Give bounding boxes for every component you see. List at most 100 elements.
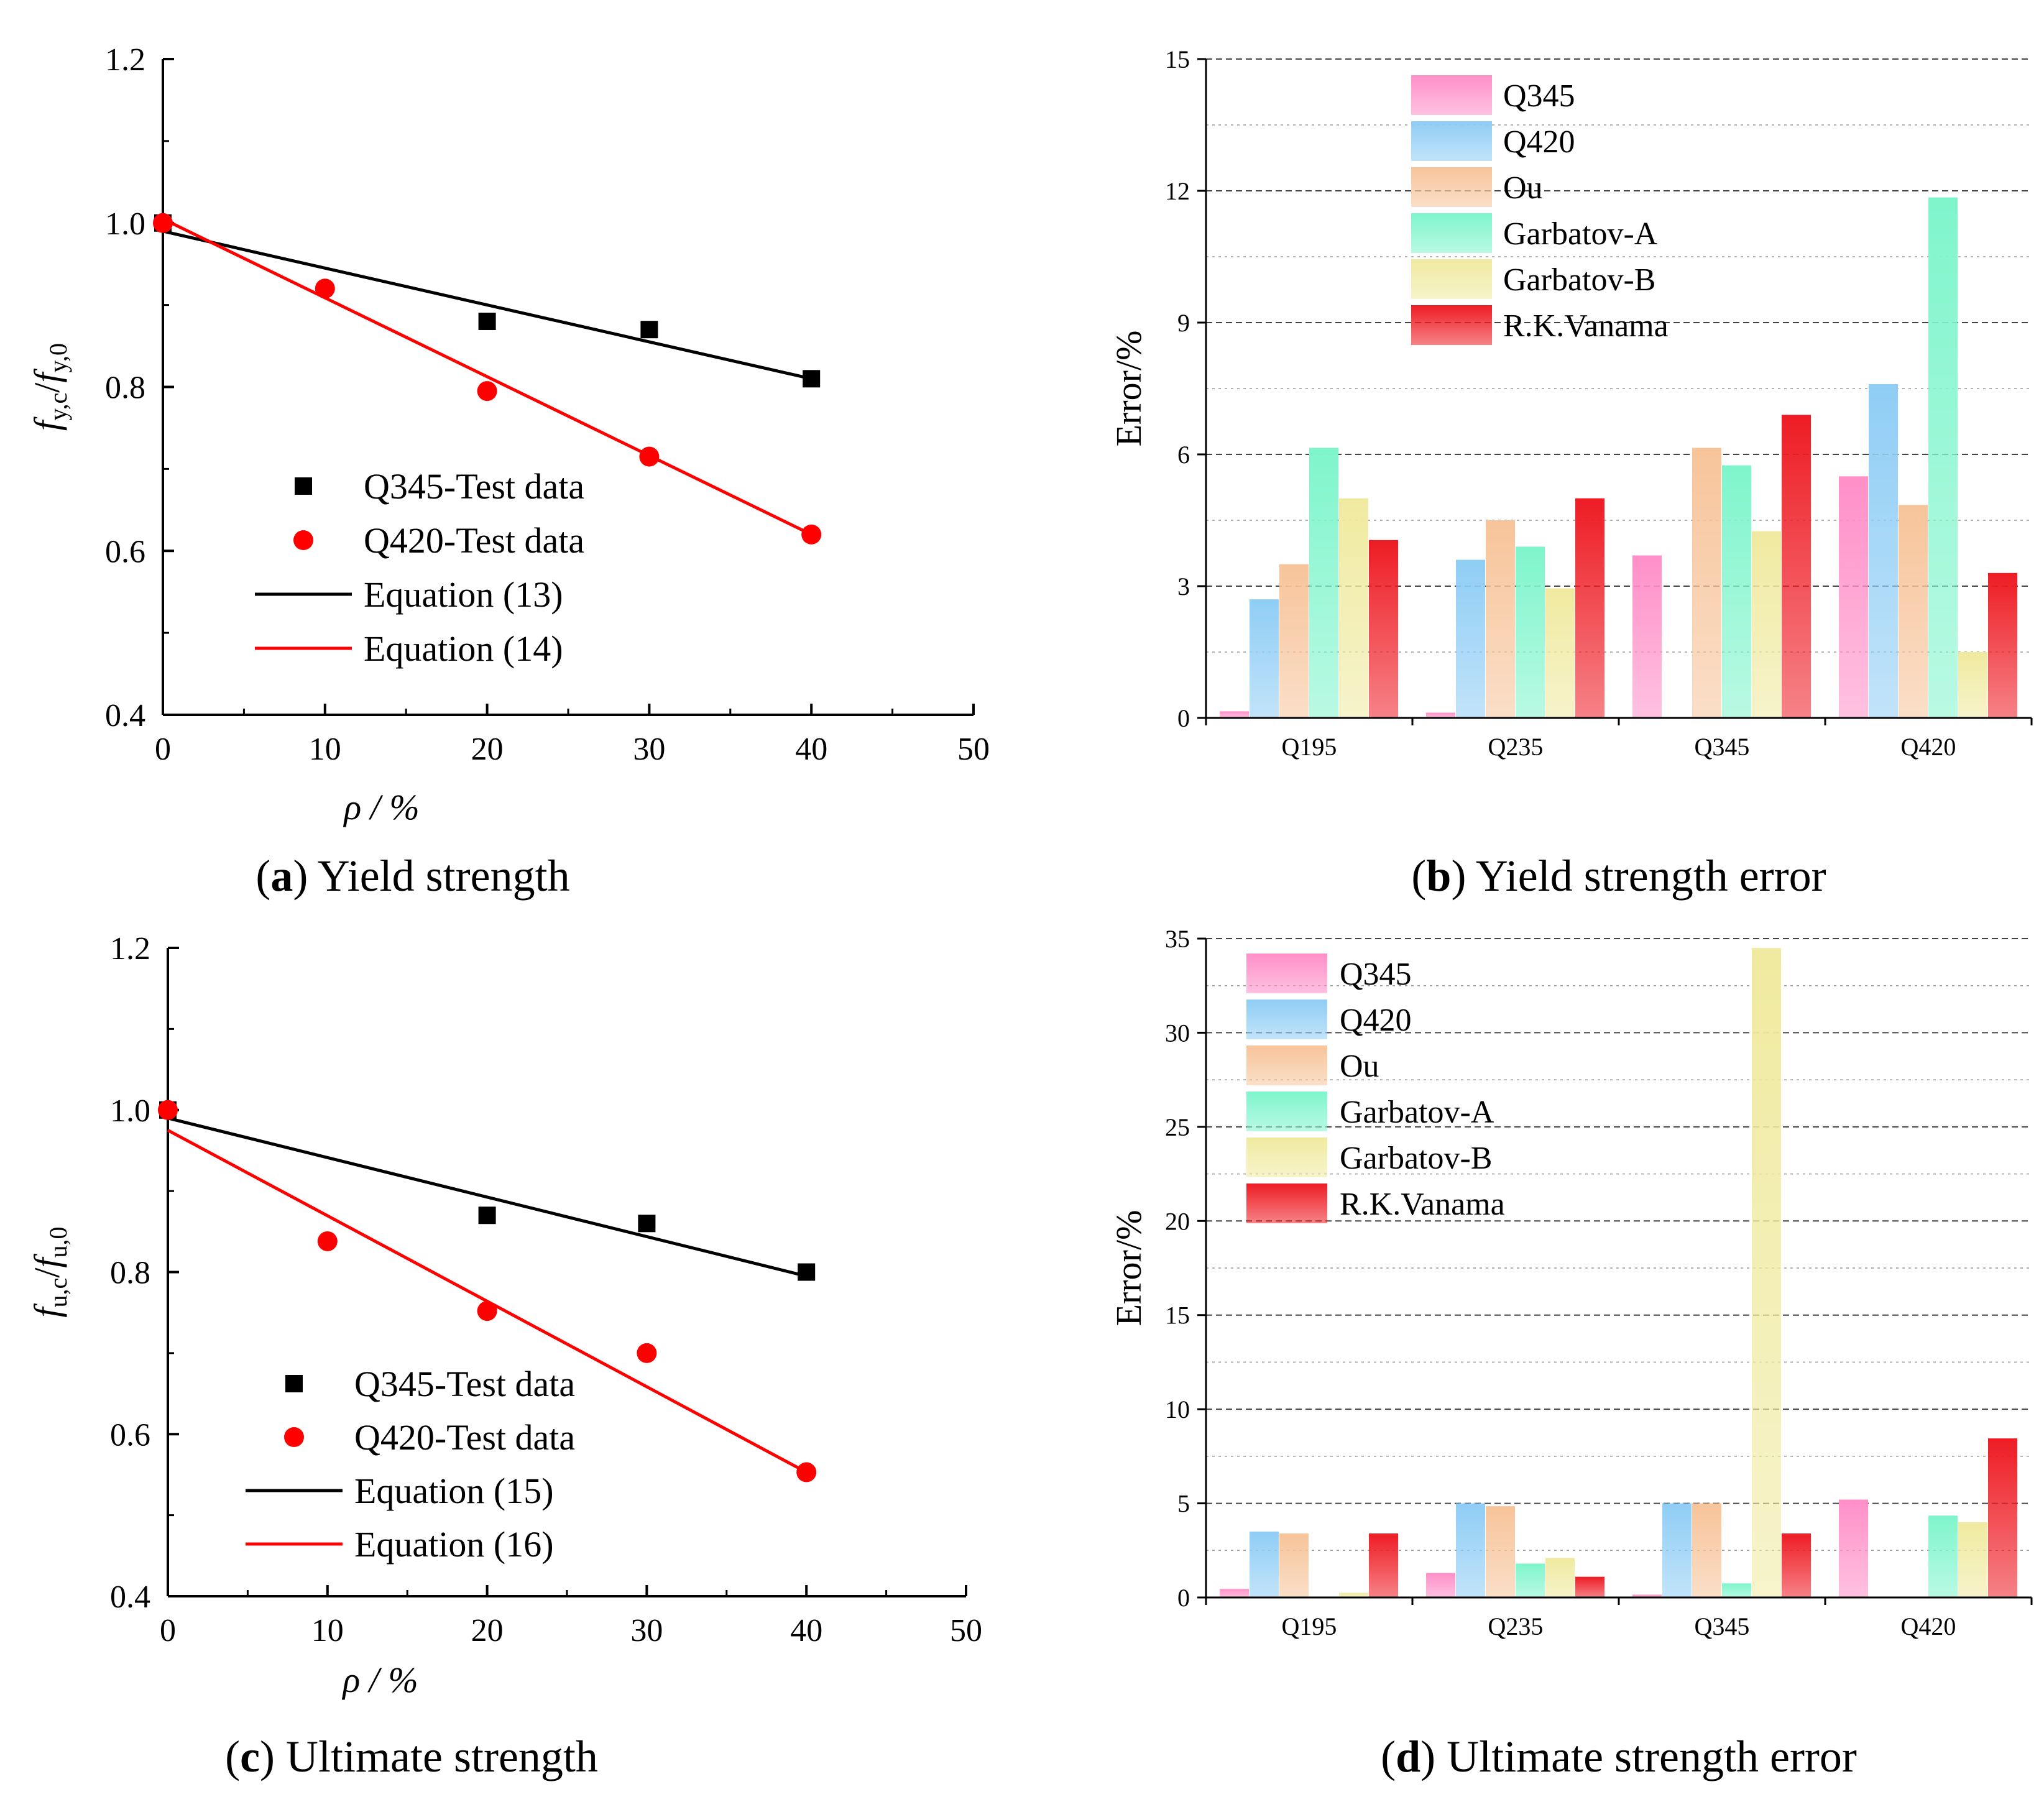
bar-garbatov-b (1752, 531, 1781, 718)
legend-swatch (1411, 75, 1492, 115)
y-tick-label: 12 (1165, 177, 1190, 205)
caption-close-paren: ) (260, 1732, 275, 1781)
legend-label: Q345 (1503, 78, 1575, 114)
bar-q420 (1662, 1503, 1692, 1597)
y-tick-label: 1.2 (105, 42, 145, 78)
caption-letter: b (1426, 851, 1451, 901)
legend-swatch (1411, 259, 1492, 299)
y-tick-label: 30 (1165, 1019, 1190, 1047)
bar-q420 (1250, 1532, 1279, 1597)
x-tick-label: Q195 (1282, 1612, 1337, 1640)
legend-label: R.K.Vanama (1503, 308, 1669, 344)
caption-open-paren: ( (1411, 851, 1426, 901)
panel-b-yield-strength-error: 0 3 6 9 12 15 Q195 Q235 Q345 Q420 Error/% Q345 Q420 O… (1108, 45, 2033, 901)
legend-marker-circle (293, 530, 313, 550)
x-tick-label: 50 (950, 1613, 982, 1648)
x-tick-label: 30 (633, 732, 665, 767)
legend-marker-square (285, 1375, 303, 1392)
legend-marker-square (295, 477, 312, 495)
y-tick-label: 25 (1165, 1113, 1190, 1141)
x-tick-label: 30 (630, 1613, 663, 1648)
caption: (b) Yield strength error (1411, 851, 1826, 901)
legend-label: Q345 (1340, 957, 1412, 992)
y-tick-label: 15 (1165, 1302, 1190, 1330)
bar-garbatov-a (1309, 448, 1338, 718)
y-axis-title: Error/% (1108, 331, 1149, 447)
y-tick-label: 1.0 (105, 206, 145, 242)
x-tick-label: Q420 (1901, 1612, 1956, 1640)
y-tick-label: 0.6 (105, 534, 145, 569)
bar-q345 (1426, 1573, 1455, 1597)
y-tick-label: 0.6 (110, 1417, 150, 1453)
caption-close-paren: ) (1420, 1732, 1435, 1781)
legend-swatch (1246, 1092, 1327, 1131)
bar-q345 (1220, 711, 1249, 718)
caption: (d) Ultimate strength error (1381, 1732, 1857, 1781)
y-tick-label: 10 (1165, 1395, 1190, 1423)
bar-garbatov-a (1928, 1515, 1958, 1597)
equation-line-1 (162, 229, 812, 380)
y-tick-label: 5 (1177, 1490, 1190, 1518)
caption-letter: c (240, 1732, 260, 1781)
legend-label: Ou (1340, 1049, 1379, 1084)
x-tick-label: Q420 (1901, 733, 1956, 761)
bar-q345 (1426, 712, 1455, 718)
x-tick-label: 40 (790, 1613, 822, 1648)
equation-line-1 (167, 1116, 807, 1278)
bar-ou (1279, 1533, 1309, 1597)
bar-garbatov-a (1516, 546, 1545, 718)
legend-swatch (1246, 954, 1327, 993)
y-axis-title-part: / (27, 1267, 67, 1278)
legend: Q345-Test data Q420-Test data Equation (13… (255, 466, 584, 669)
bar-ou (1486, 1506, 1515, 1597)
data-point-square (478, 313, 496, 330)
bar-q345 (1220, 1589, 1249, 1597)
caption-letter: d (1396, 1732, 1420, 1781)
y-axis-title-part: y,0 (44, 343, 72, 372)
data-point-circle (796, 1462, 817, 1482)
bar-r-k-vanama (1782, 415, 1811, 718)
legend-label: Q420-Test data (364, 520, 584, 561)
caption: (a) Yield strength (255, 851, 569, 901)
panel-c-ultimate-strength: 0.4 0.6 0.8 1.0 1.2 0 10 20 30 40 50 fu,c/fu,0 ρ / %… (27, 931, 982, 1781)
x-tick-label: 20 (471, 1613, 504, 1648)
x-tick-label: Q345 (1695, 1612, 1750, 1640)
bar-q420 (1456, 1503, 1485, 1597)
y-tick-label: 15 (1165, 45, 1190, 73)
y-axis-title: fy,c/fy,0 (27, 343, 72, 431)
bar-garbatov-a (1722, 1583, 1751, 1597)
bar-ou (1899, 505, 1928, 718)
caption-open-paren: ( (1381, 1732, 1396, 1781)
x-tick-label: 0 (160, 1613, 176, 1648)
legend-swatch (1246, 1137, 1327, 1177)
legend-label: Garbatov-B (1340, 1141, 1492, 1176)
bar-q345 (1839, 1499, 1868, 1597)
bar-garbatov-b (1958, 1522, 1987, 1597)
legend-swatch (1411, 305, 1492, 345)
bar-ou (1692, 448, 1721, 718)
legend-label: Ou (1503, 170, 1543, 206)
legend: Q345 Q420 Ou Garbatov-A Garbatov-B R.K.Vanama (1246, 954, 1505, 1223)
legend-label: Q345-Test data (354, 1364, 575, 1404)
caption-text: Yield strength error (1466, 851, 1826, 901)
legend-label: R.K.Vanama (1340, 1187, 1505, 1222)
x-tick-label: 10 (311, 1613, 344, 1648)
x-axis-title: ρ / % (343, 787, 419, 827)
bar-q420 (1456, 559, 1485, 718)
y-tick-label: 1.0 (110, 1093, 150, 1129)
caption-text: Ultimate strength (275, 1732, 598, 1781)
legend-swatch (1411, 121, 1492, 161)
caption-close-paren: ) (293, 851, 308, 901)
y-axis-title-part: / (27, 382, 67, 393)
bar-garbatov-b (1545, 1558, 1575, 1597)
data-point-square (798, 1263, 816, 1281)
data-point-circle (637, 1343, 657, 1363)
legend-label: Garbatov-A (1503, 216, 1658, 252)
bar-r-k-vanama (1575, 1576, 1604, 1597)
legend: Q345 Q420 Ou Garbatov-A Garbatov-B R.K.Vanama (1411, 75, 1669, 345)
y-tick-label: 0 (1177, 1584, 1190, 1612)
bar-garbatov-b (1339, 498, 1368, 718)
data-point-square (640, 321, 658, 339)
legend-label: Equation (15) (354, 1471, 554, 1511)
